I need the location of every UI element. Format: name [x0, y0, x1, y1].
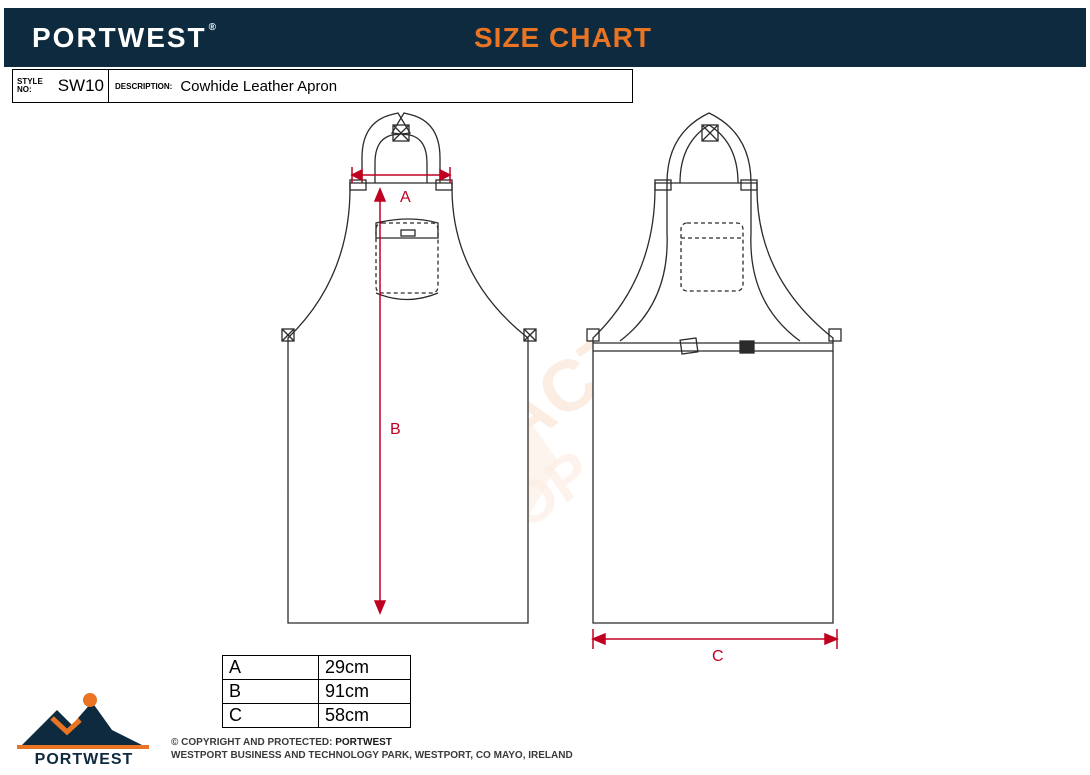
- info-row: STYLE NO: SW10 DESCRIPTION: Cowhide Leat…: [12, 69, 1090, 103]
- copyright-address: WESTPORT BUSINESS AND TECHNOLOGY PARK, W…: [171, 749, 573, 762]
- apron-front-diagram: [280, 103, 560, 743]
- dim-key-a: A: [223, 656, 319, 680]
- svg-text:PORTWEST: PORTWEST: [35, 751, 134, 768]
- page-title: SIZE CHART: [474, 22, 652, 54]
- brand-registered: ®: [209, 22, 218, 33]
- copyright-brand: PORTWEST: [335, 737, 392, 748]
- footer-copyright: © COPYRIGHT AND PROTECTED: PORTWEST WEST…: [171, 736, 573, 762]
- brand-logo-text: PORTWEST®: [32, 22, 218, 54]
- style-no-box: STYLE NO: SW10: [12, 69, 109, 103]
- dim-label-c: C: [712, 648, 724, 666]
- header-bar: PORTWEST® SIZE CHART: [4, 8, 1086, 67]
- description-box: DESCRIPTION: Cowhide Leather Apron: [109, 69, 633, 103]
- footer-logo: PORTWEST: [12, 690, 157, 768]
- footer: PORTWEST © COPYRIGHT AND PROTECTED: PORT…: [12, 690, 573, 768]
- dim-label-a: A: [400, 189, 411, 207]
- description-value: Cowhide Leather Apron: [180, 78, 337, 95]
- description-label: DESCRIPTION:: [115, 82, 172, 91]
- diagram-area: IMPACT SHOP: [0, 103, 1090, 663]
- brand-name: PORTWEST: [32, 22, 207, 53]
- style-no-label: STYLE NO:: [17, 78, 48, 94]
- dim-val-a: 29cm: [319, 656, 411, 680]
- table-row: A 29cm: [223, 656, 411, 680]
- style-no-value: SW10: [58, 76, 104, 96]
- dim-label-b: B: [390, 421, 401, 439]
- copyright-label: © COPYRIGHT AND PROTECTED:: [171, 737, 332, 748]
- apron-back-diagram: [585, 103, 865, 743]
